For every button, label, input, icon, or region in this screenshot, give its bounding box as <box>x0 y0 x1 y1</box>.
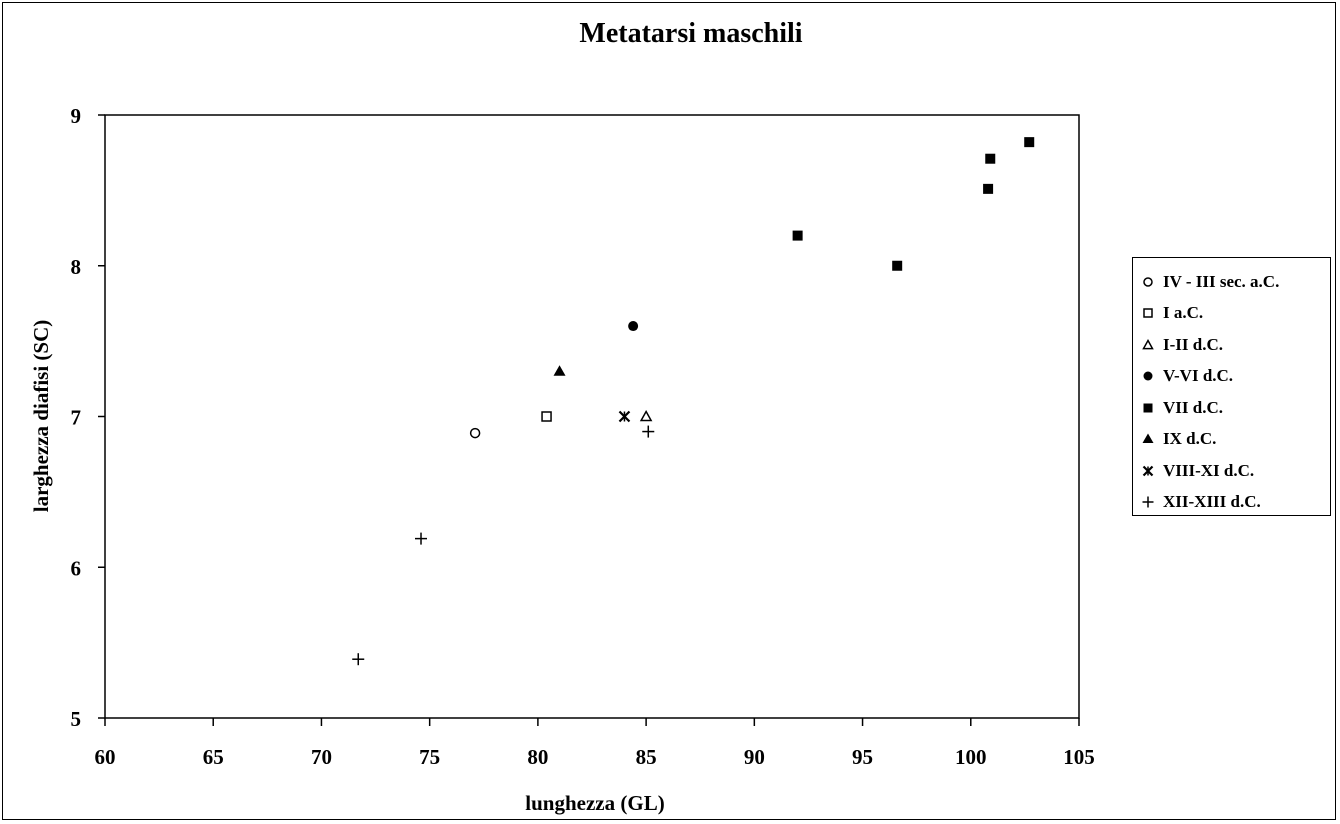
plus-icon <box>1142 496 1154 508</box>
y-axis: 5 6 7 8 9 <box>71 104 105 731</box>
legend-label: VII d.C. <box>1163 397 1223 417</box>
x-tick-label: 85 <box>636 745 657 769</box>
filled-square-icon <box>1143 403 1153 413</box>
legend-marker <box>1142 338 1154 350</box>
data-point <box>792 230 803 241</box>
x-tick-label: 75 <box>419 745 440 769</box>
data-point <box>892 260 903 271</box>
filled-triangle-icon <box>1142 433 1154 444</box>
y-tick-label: 7 <box>71 406 82 430</box>
plot-area <box>104 114 1080 719</box>
legend-item: VII d.C. <box>1133 392 1330 424</box>
legend-item: IX d.C. <box>1133 424 1330 456</box>
legend-marker <box>1143 277 1153 287</box>
legend-marker <box>1142 433 1154 444</box>
data-point <box>985 153 996 164</box>
data-point <box>352 653 365 666</box>
data-point <box>639 409 653 422</box>
star-x-icon <box>1142 465 1154 477</box>
open-triangle-icon <box>1142 338 1154 350</box>
legend-item: I-II d.C. <box>1133 329 1330 361</box>
legend-item: V-VI d.C. <box>1133 361 1330 393</box>
legend-label: IX d.C. <box>1163 429 1217 449</box>
y-axis-label: larghezza diafisi (SC) <box>29 320 53 512</box>
y-tick-label: 8 <box>71 255 82 279</box>
legend-label: IV - III sec. a.C. <box>1163 271 1280 291</box>
x-tick-label: 60 <box>95 745 116 769</box>
data-point <box>628 321 639 332</box>
x-tick-label: 100 <box>955 745 987 769</box>
x-tick-label: 90 <box>744 745 765 769</box>
data-points <box>352 137 1035 666</box>
legend-label: VIII-XI d.C. <box>1163 460 1255 480</box>
legend-label: I a.C. <box>1163 303 1204 323</box>
legend-marker <box>1143 403 1153 413</box>
legend: IV - III sec. a.C. I a.C. I-II d.C. V-VI d.… <box>1132 257 1331 516</box>
legend-marker <box>1143 371 1153 381</box>
legend-marker <box>1142 465 1154 477</box>
legend-label: I-II d.C. <box>1163 334 1223 354</box>
y-tick-label: 5 <box>71 707 82 731</box>
x-tick-label: 70 <box>311 745 332 769</box>
data-point <box>642 425 655 438</box>
filled-circle-icon <box>1143 371 1153 381</box>
data-point <box>553 365 566 376</box>
legend-label: V-VI d.C. <box>1163 366 1234 386</box>
legend-label: XII-XIII d.C. <box>1163 492 1261 512</box>
legend-item: IV - III sec. a.C. <box>1133 266 1330 298</box>
data-point <box>983 183 994 194</box>
data-point <box>541 411 552 422</box>
y-tick-label: 6 <box>71 556 82 580</box>
chart-title: Metatarsi maschili <box>579 18 802 49</box>
x-axis: 60 65 70 75 80 85 90 95 100 105 <box>95 718 1095 769</box>
x-axis-label: lunghezza (GL) <box>525 791 664 815</box>
x-tick-label: 95 <box>852 745 873 769</box>
data-point <box>1024 137 1035 148</box>
data-point <box>618 410 631 423</box>
legend-marker <box>1143 308 1153 318</box>
legend-marker <box>1142 496 1154 508</box>
y-tick-label: 9 <box>71 104 82 128</box>
x-tick-label: 105 <box>1063 745 1095 769</box>
data-point <box>469 427 481 439</box>
x-tick-label: 80 <box>527 745 548 769</box>
open-square-icon <box>1143 308 1153 318</box>
legend-item: I a.C. <box>1133 298 1330 330</box>
open-circle-icon <box>1143 277 1153 287</box>
legend-item: XII-XIII d.C. <box>1133 487 1330 519</box>
x-tick-label: 65 <box>203 745 224 769</box>
legend-item: VIII-XI d.C. <box>1133 455 1330 487</box>
data-point <box>415 532 428 545</box>
